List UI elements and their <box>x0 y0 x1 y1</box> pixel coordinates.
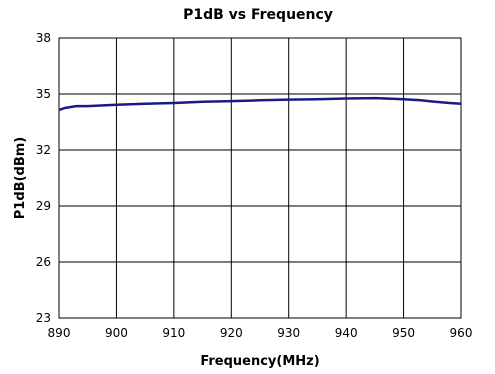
y-tick-label: 35 <box>36 87 51 101</box>
y-tick-label: 23 <box>36 311 51 325</box>
chart-title: P1dB vs Frequency <box>183 7 333 23</box>
x-tick-label: 940 <box>335 326 358 340</box>
y-tick-label: 38 <box>36 31 51 45</box>
x-tick-label: 960 <box>450 326 473 340</box>
y-tick-label: 29 <box>36 199 51 213</box>
x-tick-label: 920 <box>220 326 243 340</box>
x-tick-label: 950 <box>392 326 415 340</box>
y-tick-label: 32 <box>36 143 51 157</box>
plot-frame <box>58 37 462 319</box>
series-lines <box>58 96 462 112</box>
x-tick-label: 910 <box>162 326 185 340</box>
x-tick-label: 930 <box>277 326 300 340</box>
x-tick-labels: 890 900 910 920 930 940 950 960 <box>48 326 473 340</box>
x-axis-label: Frequency(MHz) <box>200 354 319 369</box>
y-tick-labels: 23 26 29 32 35 38 <box>36 31 51 325</box>
grid <box>59 38 461 318</box>
series-line <box>58 96 462 112</box>
y-axis-label: P1dB(dBm) <box>13 137 28 219</box>
x-tick-label: 900 <box>105 326 128 340</box>
y-tick-label: 26 <box>36 255 51 269</box>
x-tick-label: 890 <box>48 326 71 340</box>
